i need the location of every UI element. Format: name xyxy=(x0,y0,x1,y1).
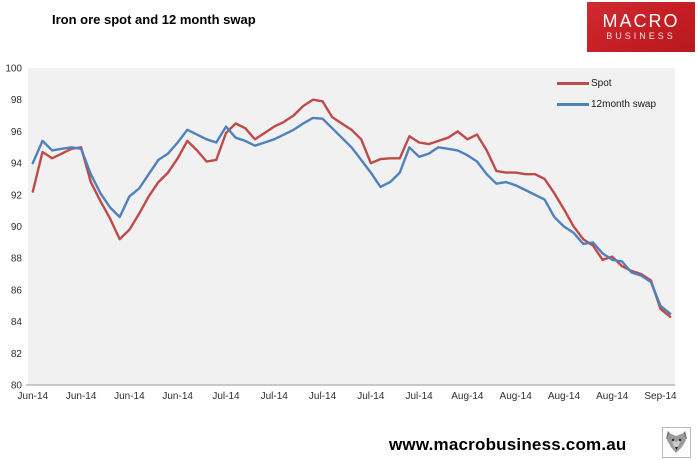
y-tick-label: 98 xyxy=(11,95,23,106)
y-tick-label: 92 xyxy=(11,190,23,201)
x-tick-label: Aug-14 xyxy=(500,391,533,402)
12month-swap-line xyxy=(31,116,672,315)
footer-url: www.macrobusiness.com.au xyxy=(389,435,627,454)
chart-legend: Spot 12month swap xyxy=(557,76,656,111)
y-tick-label: 80 xyxy=(11,381,23,392)
line-chart: 80 82 84 86 88 90 92 94 96 98 100 Jun-14 Jun-14 Jun-1… xyxy=(5,64,677,403)
macrobusiness-logo: MACRO BUSINESS xyxy=(587,2,695,52)
legend-item-spot: Spot xyxy=(557,76,656,90)
y-tick-label: 90 xyxy=(11,222,23,233)
x-tick-label: Jun-14 xyxy=(162,391,193,402)
y-tick-label: 88 xyxy=(11,254,23,265)
y-tick-label: 100 xyxy=(5,64,22,75)
legend-swatch xyxy=(557,81,589,85)
x-tick-label: Jul-14 xyxy=(261,391,289,402)
legend-label: 12month swap xyxy=(591,98,657,110)
y-tick-label: 84 xyxy=(11,317,23,328)
y-tick-label: 94 xyxy=(11,159,23,170)
x-tick-label: Jun-14 xyxy=(114,391,145,402)
x-tick-label: Jun-14 xyxy=(18,391,49,402)
x-tick-label: Jul-14 xyxy=(405,391,433,402)
x-tick-label: Jul-14 xyxy=(357,391,385,402)
x-tick-label: Sep-14 xyxy=(644,391,677,402)
chart-title: Iron ore spot and 12 month swap xyxy=(52,12,256,27)
x-tick-label: Jul-14 xyxy=(212,391,240,402)
y-tick-label: 82 xyxy=(11,349,23,360)
logo-text-macro: MACRO xyxy=(602,11,680,31)
legend-item-12month-swap: 12month swap xyxy=(557,97,656,111)
x-tick-label: Aug-14 xyxy=(548,391,581,402)
x-tick-label: Aug-14 xyxy=(451,391,484,402)
legend-label: Spot xyxy=(591,77,612,89)
y-tick-label: 86 xyxy=(11,285,23,296)
wolf-stamp-icon xyxy=(662,427,691,458)
x-tick-label: Aug-14 xyxy=(596,391,629,402)
y-tick-label: 96 xyxy=(11,127,23,138)
legend-swatch xyxy=(557,102,589,106)
x-tick-label: Jun-14 xyxy=(66,391,97,402)
spot-line xyxy=(31,98,672,318)
x-tick-label: Jul-14 xyxy=(309,391,337,402)
logo-text-business: BUSINESS xyxy=(606,31,676,41)
plot-area xyxy=(28,68,675,385)
